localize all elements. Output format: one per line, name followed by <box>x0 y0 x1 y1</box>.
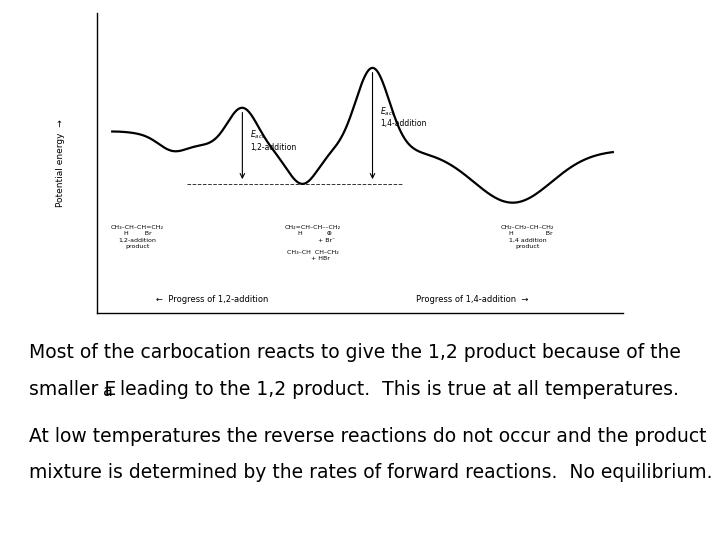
Text: mixture is determined by the rates of forward reactions.  No equilibrium.: mixture is determined by the rates of fo… <box>29 463 712 482</box>
Text: CH₂–CH₂–CH–CH₂
   H                Br
1,4 addition
product: CH₂–CH₂–CH–CH₂ H Br 1,4 addition product <box>501 225 554 249</box>
Text: ←  Progress of 1,2-addition: ← Progress of 1,2-addition <box>156 295 269 304</box>
Text: $E_{act}$
1,4-addition: $E_{act}$ 1,4-addition <box>380 105 426 128</box>
Text: CH₂=CH–CH––CH₂
   H            ⊕
              + Br⁻

CH₃–CH  CH–CH₂
        + H: CH₂=CH–CH––CH₂ H ⊕ + Br⁻ CH₃–CH CH–CH₂ +… <box>284 225 341 261</box>
Text: leading to the 1,2 product.  This is true at all temperatures.: leading to the 1,2 product. This is true… <box>114 380 679 399</box>
Text: CH₃–CH–CH=CH₂
 H        Br
1,2-addition
product: CH₃–CH–CH=CH₂ H Br 1,2-addition product <box>111 225 163 249</box>
Text: Potential energy  →: Potential energy → <box>56 119 65 207</box>
Text: Most of the carbocation reacts to give the 1,2 product because of the: Most of the carbocation reacts to give t… <box>29 343 680 362</box>
Text: a: a <box>104 384 113 399</box>
Text: $E_{act}$
1,2-addition: $E_{act}$ 1,2-addition <box>250 129 296 152</box>
Text: At low temperatures the reverse reactions do not occur and the product: At low temperatures the reverse reaction… <box>29 427 706 446</box>
Text: Progress of 1,4-addition  →: Progress of 1,4-addition → <box>416 295 528 304</box>
Text: smaller E: smaller E <box>29 380 116 399</box>
